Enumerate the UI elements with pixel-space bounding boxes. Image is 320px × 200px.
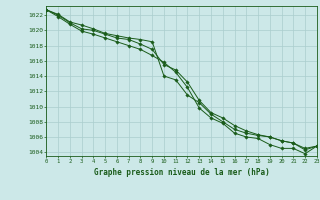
X-axis label: Graphe pression niveau de la mer (hPa): Graphe pression niveau de la mer (hPa)	[94, 168, 269, 177]
